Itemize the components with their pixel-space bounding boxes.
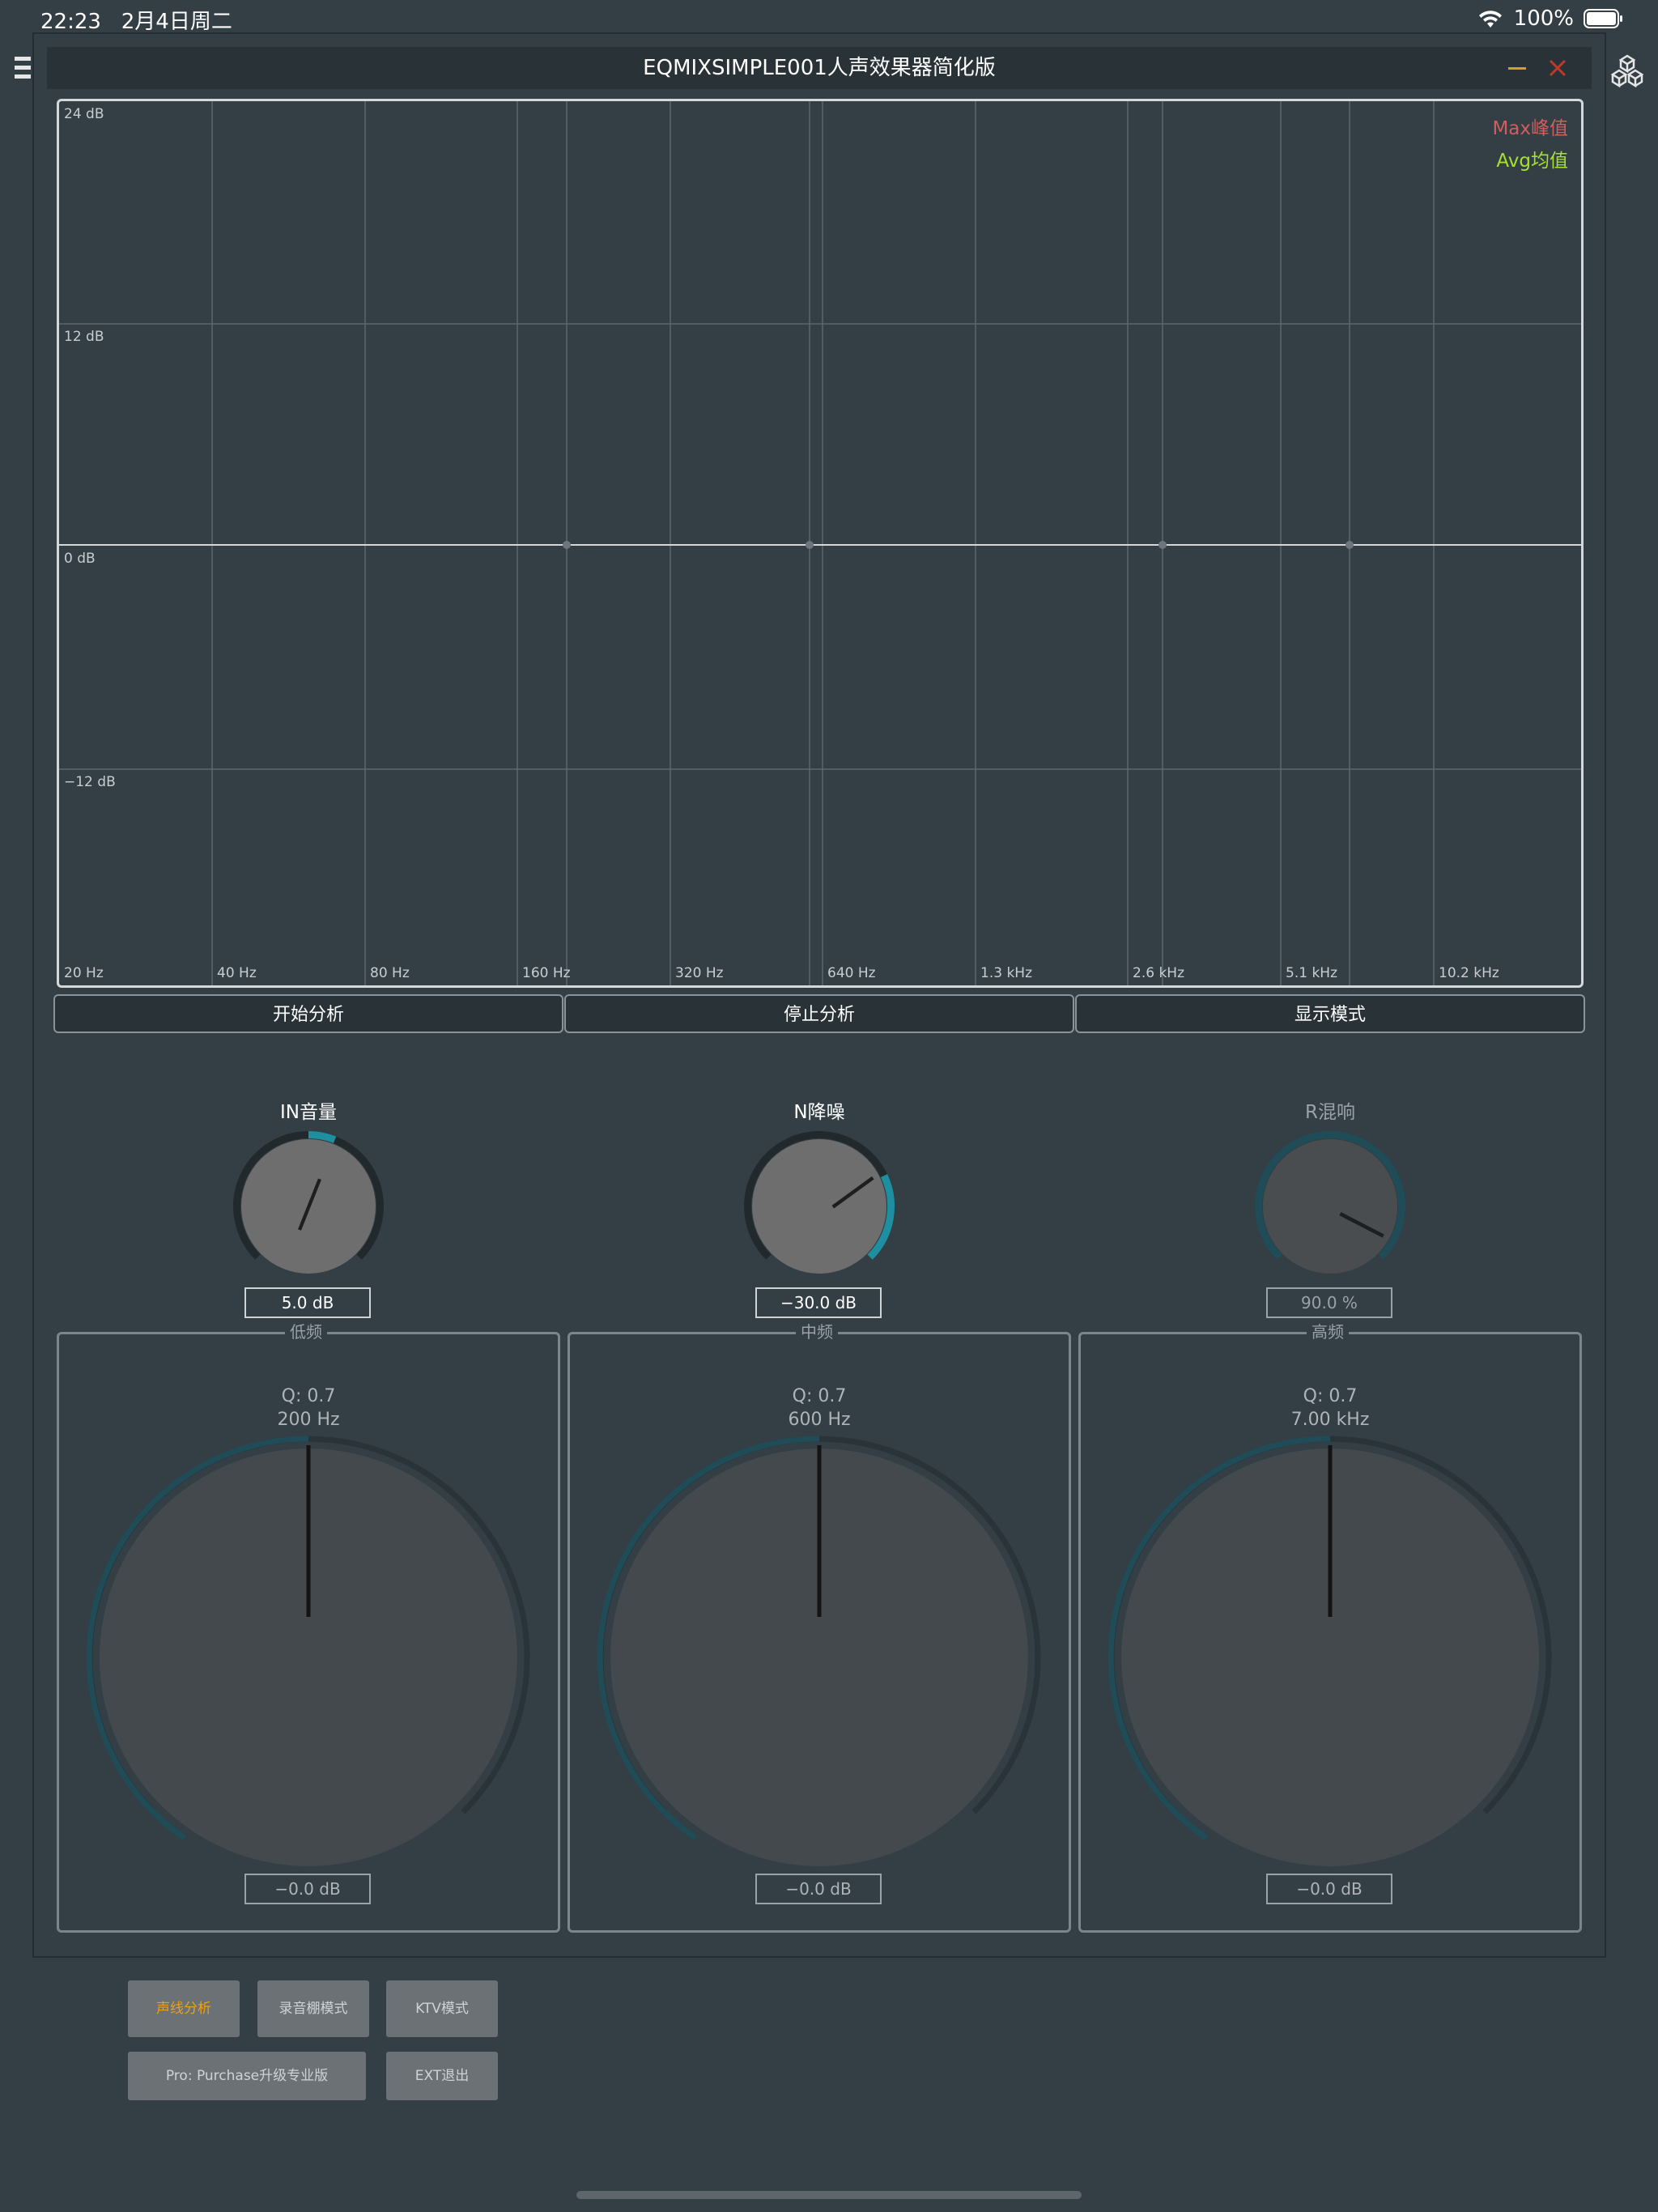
eq-mid-gain[interactable]: −0.0 dB — [755, 1874, 882, 1904]
battery-percent: 100% — [1513, 6, 1574, 31]
eq-high-frequency: 7.00 kHz — [1290, 1410, 1370, 1430]
exit-button[interactable]: EXT退出 — [386, 2052, 498, 2100]
eq-low-title: 低频 — [285, 1321, 327, 1343]
noise-reduction-knob[interactable] — [734, 1121, 904, 1291]
hz-label: 160 Hz — [522, 965, 571, 981]
eq-high-knob[interactable] — [1103, 1431, 1557, 1884]
status-indicators: 100% — [1477, 5, 1624, 32]
reverb-label: R混响 — [1305, 1102, 1355, 1123]
hz-label: 640 Hz — [827, 965, 876, 981]
eq-mid-title: 中频 — [796, 1321, 838, 1343]
db-label: −12 dB — [64, 774, 116, 790]
eq-node-point — [806, 541, 814, 549]
hz-label: 320 Hz — [675, 965, 724, 981]
hamburger-menu-icon[interactable] — [15, 57, 34, 81]
hz-label: 5.1 kHz — [1286, 965, 1337, 981]
legend-avg: Avg均值 — [1496, 151, 1568, 172]
noise-reduction-label: N降噪 — [793, 1102, 845, 1123]
eq-low-frequency: 200 Hz — [277, 1410, 340, 1430]
eq-mid-q: Q: 0.7 — [792, 1386, 847, 1406]
minimize-button[interactable] — [1496, 47, 1538, 89]
start-analysis-button[interactable]: 开始分析 — [53, 994, 563, 1033]
eq-mid-frequency: 600 Hz — [788, 1410, 851, 1430]
legend-max: Max峰值 — [1492, 118, 1568, 139]
minimize-icon — [1508, 67, 1526, 70]
reverb-knob[interactable] — [1245, 1121, 1415, 1291]
close-icon — [1549, 59, 1567, 77]
spectrum-analyzer[interactable]: 24 dB 12 dB 0 dB −12 dB 20 Hz 40 Hz 80 H… — [57, 99, 1584, 988]
input-volume-label: IN音量 — [280, 1102, 337, 1123]
analyzer-grid — [59, 101, 1581, 985]
hz-label: 40 Hz — [217, 965, 257, 981]
spectrum-analysis-button[interactable]: 声线分析 — [128, 1980, 240, 2037]
eq-high-title: 高频 — [1307, 1321, 1349, 1343]
input-volume-knob[interactable] — [223, 1121, 393, 1291]
hz-label: 1.3 kHz — [980, 965, 1032, 981]
close-button[interactable] — [1537, 47, 1579, 89]
eq-low-knob[interactable] — [82, 1431, 535, 1884]
eq-node-point — [1158, 541, 1167, 549]
db-label: 24 dB — [64, 106, 104, 122]
hz-label: 80 Hz — [370, 965, 410, 981]
db-label: 12 dB — [64, 329, 104, 345]
hz-label: 10.2 kHz — [1439, 965, 1499, 981]
input-volume-value[interactable]: 5.0 dB — [244, 1287, 371, 1318]
home-indicator[interactable] — [576, 2191, 1082, 2199]
cube-logo-icon[interactable] — [1609, 53, 1645, 89]
eq-low-gain[interactable]: −0.0 dB — [244, 1874, 371, 1904]
display-mode-button[interactable]: 显示模式 — [1075, 994, 1585, 1033]
purchase-pro-button[interactable]: Pro: Purchase升级专业版 — [128, 2052, 366, 2100]
studio-mode-button[interactable]: 录音棚模式 — [257, 1980, 369, 2037]
battery-icon — [1584, 9, 1622, 28]
hz-label: 2.6 kHz — [1133, 965, 1184, 981]
window-titlebar: EQMIXSIMPLE001人声效果器简化版 — [47, 47, 1592, 89]
reverb-value[interactable]: 90.0 % — [1266, 1287, 1392, 1318]
wifi-icon — [1478, 11, 1502, 28]
eq-mid-knob[interactable] — [593, 1431, 1046, 1884]
status-clock: 22:23 — [40, 10, 101, 34]
ktv-mode-button[interactable]: KTV模式 — [386, 1980, 498, 2037]
status-bar: 22:23 2月4日周二 100% — [0, 0, 1658, 36]
eq-node-point — [563, 541, 571, 549]
eq-node-point — [1346, 541, 1354, 549]
eq-low-q: Q: 0.7 — [281, 1386, 336, 1406]
window-title: EQMIXSIMPLE001人声效果器简化版 — [643, 56, 996, 80]
status-time: 22:23 2月4日周二 — [40, 5, 232, 35]
noise-reduction-value[interactable]: −30.0 dB — [755, 1287, 882, 1318]
eq-high-gain[interactable]: −0.0 dB — [1266, 1874, 1392, 1904]
stop-analysis-button[interactable]: 停止分析 — [564, 994, 1074, 1033]
status-date: 2月4日周二 — [121, 10, 232, 34]
db-label: 0 dB — [64, 551, 96, 567]
eq-high-q: Q: 0.7 — [1303, 1386, 1358, 1406]
hz-label: 20 Hz — [64, 965, 104, 981]
